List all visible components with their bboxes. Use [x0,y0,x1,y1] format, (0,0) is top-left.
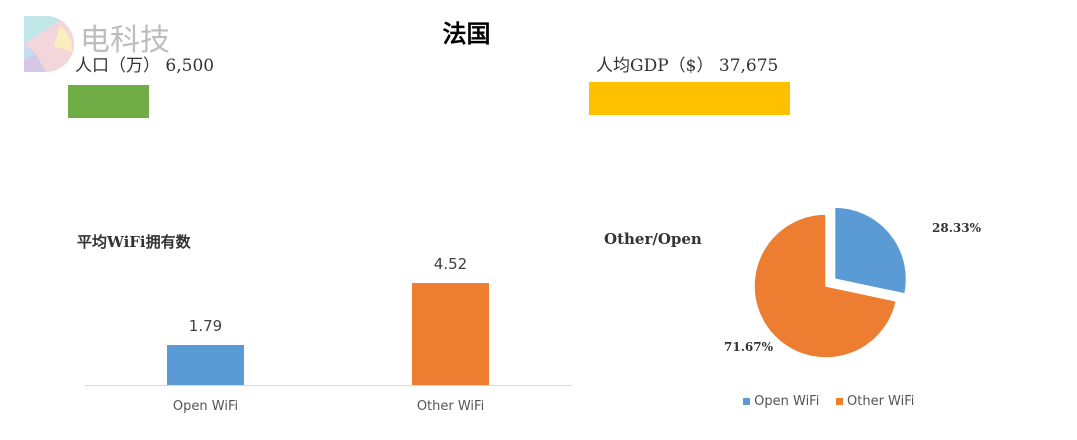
watermark-text: 电科技 [80,23,170,58]
gdp-value: 37,675 [718,56,779,76]
bar-category-label: Other WiFi [416,399,485,414]
bar-0 [167,344,244,385]
population-value: 6,500 [165,56,215,76]
pie-chart [753,206,908,359]
population-bar [68,85,149,118]
legend-label-other: Other WiFi [847,394,915,409]
bar-value-label: 4.52 [433,254,468,273]
bar-value-label: 1.79 [188,316,223,335]
x-axis-line [85,385,572,386]
population-stat: 人口（万） 6,500 [75,51,214,76]
pie-label-open: 28.33% [932,221,981,235]
watermark-logo: 电科技 [24,16,184,78]
bar-chart-title: 平均WiFi拥有数 [77,233,191,251]
bar-category-label: Open WiFi [172,399,239,414]
pie-slice-1 [753,213,898,359]
population-label: 人口（万） [75,56,160,76]
pie-legend: Open WiFi Other WiFi [743,394,914,409]
bar-1 [412,282,489,385]
pie-chart-title: Other/Open [604,230,702,248]
legend-swatch-other [835,398,843,405]
pie-slice-0 [833,206,908,295]
pie-label-other: 71.67% [724,340,773,354]
gdp-bar [589,82,790,115]
gdp-stat: 人均GDP（$） 37,675 [596,51,778,76]
gdp-label: 人均GDP（$） [596,56,714,76]
legend-label-open: Open WiFi [754,394,820,409]
logo-icon: 电科技 [24,16,170,72]
legend-swatch-open [743,398,750,405]
page-title: 法国 [442,19,491,48]
